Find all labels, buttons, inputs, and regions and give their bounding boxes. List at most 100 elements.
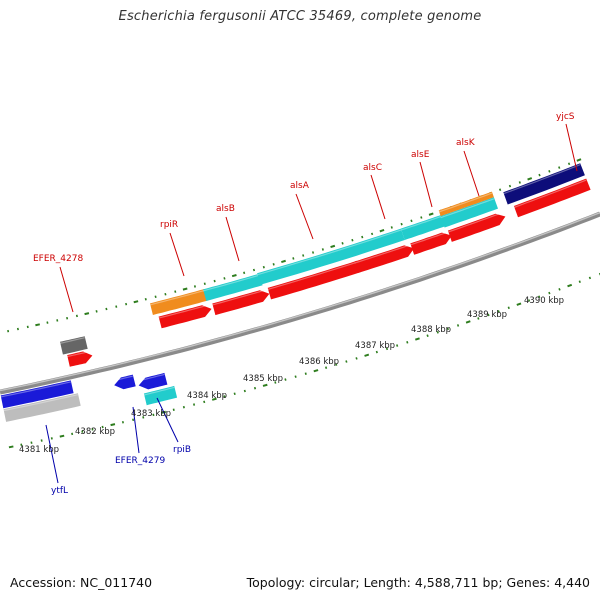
scale-label: 4390 kbp [524, 296, 564, 306]
upper-tick [390, 226, 393, 229]
lower-tick [364, 353, 370, 357]
lower-tick [548, 291, 551, 295]
lower-tick [527, 299, 531, 302]
alsB-arrow [212, 290, 270, 316]
upper-tick [35, 323, 41, 327]
gene-label-ytfL: ytfL [51, 486, 68, 496]
gene-label-rpiR: rpiR [160, 220, 178, 230]
genome-backbone [0, 211, 600, 395]
lower-tick [110, 423, 116, 427]
lower-tick [456, 324, 460, 327]
scale-label: 4382 kbp [75, 427, 115, 437]
lower-tick [538, 295, 541, 299]
lower-tick [211, 397, 217, 401]
gene-label-alsB: alsB [216, 204, 235, 214]
lower-tick [516, 302, 522, 306]
lower-tick [446, 327, 449, 331]
scale-label: 4386 kbp [299, 357, 339, 367]
upper-leader [419, 161, 433, 208]
rpiR-feature-shine [149, 290, 205, 306]
upper-tick [527, 177, 533, 181]
upper-tick [231, 274, 237, 278]
gene-label-alsK: alsK [456, 138, 476, 148]
scale-label: 4385 kbp [243, 374, 283, 384]
lower-tick [588, 276, 592, 280]
EFER_4278-block [60, 336, 88, 355]
yjcS-arrow-shine [513, 179, 587, 209]
alsA-arrow-shine [267, 261, 357, 290]
scale-label: 4389 kbp [467, 310, 507, 320]
lower-tick [313, 369, 319, 373]
alsC-arrow [354, 245, 415, 273]
upper-tick [420, 216, 423, 219]
alsA-feature [257, 228, 405, 285]
lower-tick [262, 383, 268, 387]
ytfL-feature [0, 380, 74, 409]
upper-tick [330, 244, 336, 249]
lower-tick [465, 320, 471, 324]
label-leaders [45, 123, 578, 484]
EFER_4278-arrow [67, 351, 93, 367]
gene-label-EFER_4278: EFER_4278 [33, 254, 83, 264]
alsE-arrow-shine [410, 231, 447, 246]
upper-tick [410, 219, 413, 223]
EFER_4279-feature [114, 374, 136, 390]
upper-leader [59, 266, 74, 313]
lower-tick [477, 317, 480, 320]
alsK-arrow [447, 213, 506, 242]
lower-tick [8, 445, 14, 449]
upper-tick [538, 173, 541, 177]
gene-label-alsA: alsA [290, 181, 310, 191]
rpiR-arrow-shine [158, 305, 206, 319]
rpiB-feature [143, 385, 178, 406]
upper-tick [84, 312, 90, 316]
upper-leader [370, 174, 386, 220]
alsC-feature-shine [400, 215, 443, 231]
scale-label: 4387 kbp [355, 341, 395, 351]
alsA-arrow [267, 260, 361, 300]
upper-tick [498, 188, 502, 192]
rpiB-feature-blue-shine [137, 373, 165, 382]
feature-tracks [0, 163, 591, 422]
scale-label: 4381 kbp [19, 445, 59, 455]
upper-leader [295, 193, 314, 240]
gene-label-alsE: alsE [411, 150, 430, 160]
alsC-feature [400, 214, 447, 240]
scale-label: 4388 kbp [411, 325, 451, 335]
lower-leader [156, 397, 179, 443]
backbone-highlight [0, 211, 600, 392]
upper-tick [182, 287, 188, 291]
lower-tick [487, 313, 490, 317]
lower-tick [426, 334, 429, 337]
upper-tick [576, 158, 582, 162]
upper-tick [508, 184, 512, 188]
topology-text: Topology: circular; Length: 4,588,711 bp… [246, 575, 590, 590]
backbone-line [0, 211, 600, 395]
lower-tick [414, 337, 420, 341]
alsK-feature-thin-shine [438, 192, 493, 213]
upper-leader [463, 150, 480, 197]
gene-label-EFER_4279: EFER_4279 [115, 456, 165, 466]
scale-label: 4384 kbp [187, 391, 227, 401]
upper-tick [400, 222, 403, 226]
upper-leader [169, 232, 185, 277]
upper-tick [379, 229, 385, 233]
lower-leader [132, 406, 140, 454]
EFER_4278-arrow-shine [67, 351, 90, 358]
alsB-feature [203, 273, 263, 301]
alsB-feature-shine [202, 274, 260, 292]
alsK-feature [440, 197, 498, 228]
upper-tick [133, 300, 139, 304]
upper-tick [558, 166, 561, 169]
upper-tick [567, 162, 571, 166]
gene-label-yjcS: yjcS [556, 112, 575, 122]
alsC-arrow-shine [354, 245, 408, 264]
lower-tick [578, 280, 581, 284]
scale-ticks [7, 158, 600, 449]
alsK-feature-thin [438, 191, 494, 217]
EFER_4279-feature-shine [112, 375, 133, 382]
scale-label: 4383 kbp [131, 409, 171, 419]
accession-text: Accession: NC_011740 [10, 575, 153, 590]
upper-tick [548, 170, 551, 173]
